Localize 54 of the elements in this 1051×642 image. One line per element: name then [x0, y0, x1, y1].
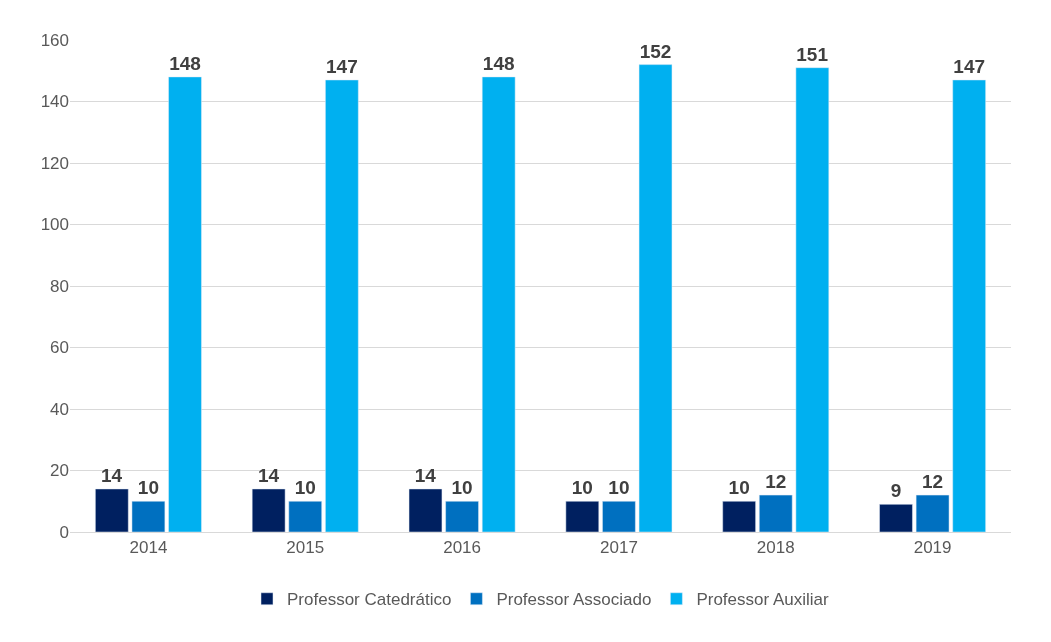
data-label: 147 — [953, 55, 986, 77]
data-label: 151 — [796, 43, 829, 65]
bar — [795, 67, 830, 532]
bar — [168, 76, 202, 532]
bar — [288, 501, 322, 532]
y-tick-label: 40 — [50, 399, 69, 419]
data-label: 10 — [451, 477, 473, 499]
x-tick-label: 2015 — [286, 538, 325, 558]
data-label: 152 — [639, 40, 672, 62]
y-tick-label: 100 — [40, 215, 69, 235]
data-label: 10 — [294, 477, 316, 499]
data-label: 147 — [325, 55, 358, 77]
x-tick-label: 2016 — [443, 538, 481, 558]
y-tick-label: 120 — [40, 153, 69, 173]
x-tick-label: 2017 — [600, 538, 638, 558]
y-tick-label: 60 — [50, 338, 69, 358]
bar — [565, 501, 600, 532]
y-tick-label: 80 — [50, 276, 69, 296]
bar — [408, 488, 443, 532]
data-label: 14 — [414, 464, 437, 486]
data-label: 148 — [169, 52, 201, 74]
legend-label: Professor Associado — [496, 590, 652, 610]
bar — [325, 79, 359, 532]
data-label: 10 — [728, 477, 750, 499]
bar — [722, 501, 756, 532]
bar — [445, 501, 479, 532]
bar — [602, 501, 636, 532]
legend-label: Professor Catedrático — [287, 590, 452, 610]
x-tick-label: 2014 — [129, 538, 168, 558]
data-label: 148 — [482, 52, 515, 74]
x-tick-label: 2019 — [913, 538, 952, 558]
data-label: 14 — [101, 464, 123, 486]
data-label: 10 — [571, 477, 593, 499]
y-tick-label: 160 — [40, 30, 69, 50]
data-label: 14 — [257, 464, 280, 486]
data-label: 10 — [608, 477, 630, 499]
data-label: 10 — [137, 477, 159, 499]
data-label: 12 — [765, 471, 787, 493]
y-tick-label: 20 — [50, 461, 69, 481]
bar — [915, 494, 950, 532]
bar — [251, 488, 286, 532]
bar — [952, 79, 986, 532]
x-tick-label: 2018 — [756, 538, 795, 558]
bar — [95, 488, 129, 532]
y-tick-label: 0 — [59, 522, 69, 542]
bar — [638, 64, 673, 532]
bar — [481, 76, 516, 532]
bar — [759, 494, 793, 532]
data-label: 9 — [890, 480, 902, 502]
bar — [131, 501, 166, 532]
bar — [879, 504, 913, 532]
data-label: 12 — [922, 471, 944, 493]
y-tick-label: 140 — [40, 92, 69, 112]
legend-label: Professor Auxiliar — [696, 590, 829, 610]
